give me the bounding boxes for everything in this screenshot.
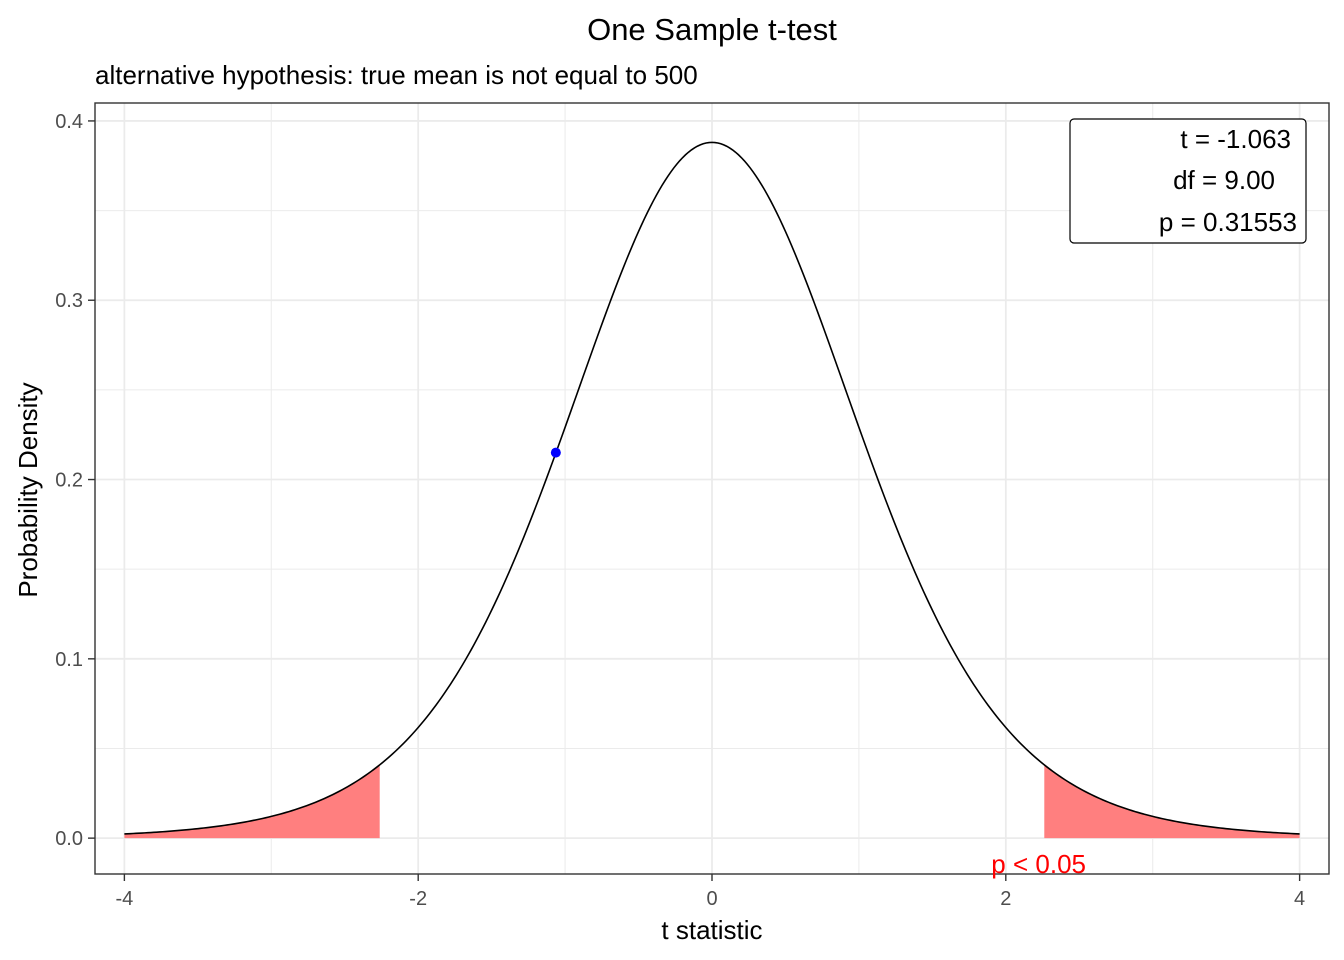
stats-box: t = -1.063 df = 9.00 p = 0.31553 xyxy=(1069,118,1307,244)
axis-ticks: -4 -2 0 2 4 0.0 0.1 0.2 0.3 0.4 xyxy=(55,111,1305,910)
x-tick-label-4: 4 xyxy=(1294,888,1305,910)
y-tick-label-2: 0.2 xyxy=(55,470,83,492)
y-tick-label-0: 0.0 xyxy=(55,828,83,850)
rejection-region-right xyxy=(1044,764,1300,839)
x-tick-label-1: -2 xyxy=(409,888,427,910)
stats-p-value: p = 0.31553 xyxy=(1159,207,1297,237)
significance-label: p < 0.05 xyxy=(991,849,1086,879)
x-tick-label-3: 2 xyxy=(1000,888,1011,910)
stats-t-value: t = -1.063 xyxy=(1180,124,1291,154)
chart-title: One Sample t-test xyxy=(587,12,837,47)
stats-box-frame xyxy=(1069,118,1307,244)
rejection-region-left xyxy=(124,764,380,839)
stats-df-value: df = 9.00 xyxy=(1173,165,1275,195)
observed-t-point xyxy=(550,447,561,458)
y-tick-label-3: 0.3 xyxy=(55,290,83,312)
chart-subtitle: alternative hypothesis: true mean is not… xyxy=(95,60,698,90)
x-tick-label-0: -4 xyxy=(115,888,133,910)
y-axis-title: Probability Density xyxy=(13,382,43,597)
x-axis-title: t statistic xyxy=(661,915,762,945)
y-tick-label-4: 0.4 xyxy=(55,111,83,133)
density-curve xyxy=(124,141,1300,835)
rejection-regions xyxy=(124,764,1300,839)
x-tick-label-2: 0 xyxy=(706,888,717,910)
y-tick-label-1: 0.1 xyxy=(55,649,83,671)
